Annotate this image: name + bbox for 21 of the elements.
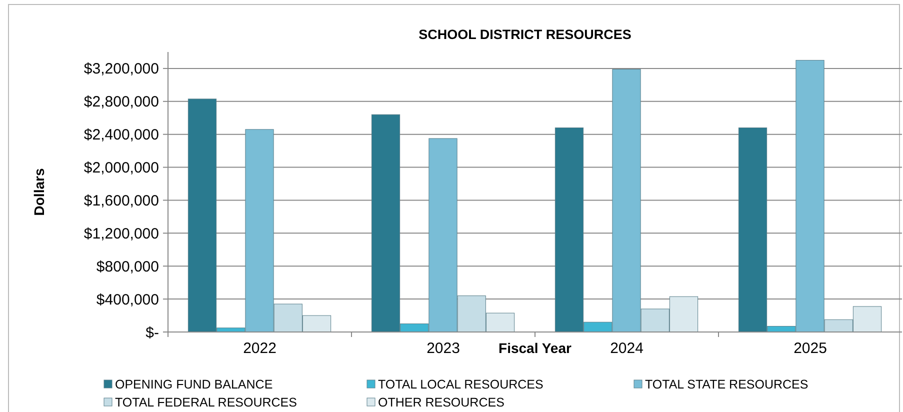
legend-label: TOTAL FEDERAL RESOURCES	[115, 395, 297, 410]
y-tick-label: $800,000	[96, 258, 159, 276]
x-tick-label: 2023	[426, 340, 460, 357]
y-tick-label: $1,600,000	[84, 192, 159, 210]
legend-label: OTHER RESOURCES	[378, 395, 504, 410]
y-tick-label: $1,200,000	[84, 225, 159, 242]
y-tick-label: $2,800,000	[84, 94, 159, 111]
y-tick-label: $2,400,000	[84, 126, 159, 144]
chart-title: SCHOOL DISTRICT RESOURCES	[418, 27, 632, 42]
legend-label: OPENING FUND BALANCE	[115, 377, 273, 392]
y-tick-label: $400,000	[96, 291, 159, 308]
y-tick-label: $3,200,000	[84, 60, 159, 78]
legend-label: TOTAL STATE RESOURCES	[645, 377, 808, 392]
x-axis-title: Fiscal Year	[498, 340, 572, 356]
legend-label: TOTAL LOCAL RESOURCES	[378, 377, 544, 392]
x-tick-label: 2022	[243, 340, 276, 357]
y-tick-label: $2,000,000	[84, 160, 159, 177]
y-axis-title: Dollars	[31, 168, 47, 216]
x-tick-label: 2025	[794, 340, 827, 357]
y-tick-label: $-	[146, 324, 159, 342]
x-tick-label: 2024	[610, 340, 644, 357]
